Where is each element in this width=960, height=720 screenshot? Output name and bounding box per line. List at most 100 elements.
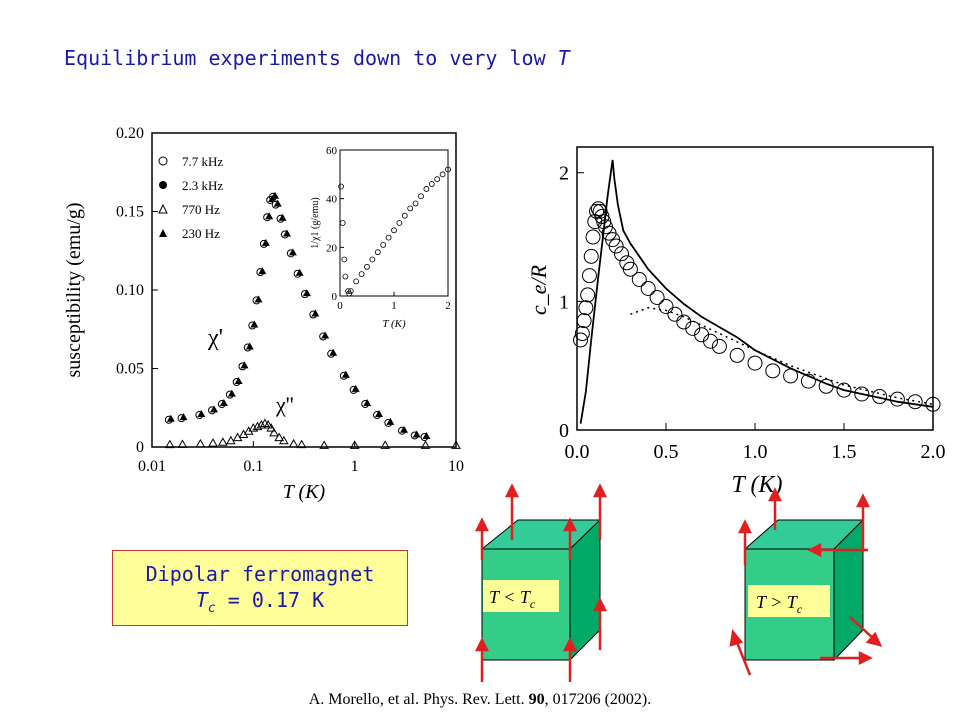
- chart2-frame: [576, 146, 934, 431]
- inset-point: [412, 200, 419, 207]
- data-point: [614, 246, 629, 262]
- inset-x-tick-label: 1: [391, 300, 397, 312]
- data-point: [729, 347, 745, 363]
- inset-point: [374, 249, 381, 256]
- data-point: [711, 338, 727, 354]
- inset-point: [423, 186, 430, 192]
- data-point: [400, 425, 409, 433]
- data-point: [269, 427, 279, 437]
- legend-entry: 7.7 kHz: [182, 154, 223, 169]
- data-point: [261, 238, 270, 246]
- data-point: [590, 201, 606, 217]
- data-point: [386, 417, 395, 425]
- data-point: [240, 361, 249, 369]
- data-point: [295, 268, 304, 276]
- inset-y-tick-label: 40: [326, 194, 338, 206]
- data-point: [640, 281, 656, 296]
- data-point: [254, 295, 263, 303]
- inset-point: [445, 166, 451, 173]
- data-point: [622, 261, 638, 277]
- data-point: [420, 440, 431, 449]
- x-tick-label: 10: [448, 458, 464, 475]
- data-point: [234, 377, 243, 385]
- data-point: [907, 394, 923, 410]
- data-point: [412, 430, 421, 438]
- inset-x-tick-label: 2: [445, 300, 451, 312]
- data-point: [422, 432, 431, 440]
- cube2-label: T > Tc: [756, 592, 803, 616]
- x-tick-label: 0.5: [654, 441, 679, 463]
- data-point: [258, 267, 267, 275]
- info-line2: Tc = 0.17 K: [195, 588, 325, 616]
- inset-point: [353, 278, 360, 285]
- inset-point: [391, 227, 397, 234]
- data-point: [278, 435, 289, 445]
- data-point: [210, 405, 219, 413]
- data-point: [164, 439, 175, 449]
- data-point: [631, 271, 647, 287]
- data-point: [608, 238, 624, 254]
- data-point: [252, 421, 263, 431]
- data-point: [296, 439, 307, 449]
- data-point: [282, 229, 291, 237]
- legend-entry: 770 Hz: [182, 202, 220, 217]
- inset-point: [342, 273, 349, 280]
- inset-frame: [339, 149, 449, 297]
- data-point: [245, 342, 254, 350]
- data-point: [341, 370, 350, 378]
- y-tick-label: 0.10: [116, 282, 144, 299]
- inset-y-tick-label: 20: [326, 242, 338, 254]
- data-point: [225, 435, 236, 445]
- data-point: [166, 414, 175, 422]
- data-point: [263, 420, 274, 429]
- data-point: [589, 203, 605, 219]
- data-point: [658, 299, 674, 315]
- inset-point: [380, 241, 387, 248]
- inset-point: [358, 271, 365, 278]
- y-tick-label: 1: [559, 291, 569, 313]
- data-point: [685, 320, 701, 336]
- cube1-spin-arrows: [474, 483, 608, 682]
- legend-entry: 2.3 kHz: [182, 178, 223, 193]
- y-tick-label: 0.20: [116, 125, 144, 142]
- inset-point: [341, 256, 348, 263]
- data-point: [288, 438, 299, 448]
- y-tick-label: 0: [136, 439, 144, 456]
- y-tick-label: 0: [559, 420, 569, 442]
- x-tick-label: 0.1: [243, 458, 263, 475]
- data-point: [273, 199, 282, 207]
- y-tick-label: 0.05: [116, 361, 144, 378]
- data-point: [250, 320, 259, 328]
- chart2-ylabel: c_e/R: [526, 264, 551, 315]
- info-line1: Dipolar ferromagnet: [145, 562, 375, 586]
- inset-point: [428, 181, 435, 187]
- data-point: [747, 355, 763, 371]
- cube1-label: T < Tc: [489, 587, 536, 611]
- data-point: [451, 440, 461, 449]
- inset-point: [396, 220, 403, 226]
- data-point: [925, 396, 941, 412]
- data-point: [349, 440, 360, 449]
- x-tick-label: 0.01: [138, 458, 166, 475]
- data-point: [576, 313, 592, 329]
- info-box: Dipolar ferromagnet Tc = 0.17 K: [112, 550, 408, 626]
- x-tick-label: 0.0: [565, 441, 590, 463]
- data-point: [266, 423, 277, 432]
- cube-ordered: T < Tc: [474, 483, 608, 682]
- fit-line: [630, 307, 934, 406]
- data-point: [197, 410, 206, 418]
- slide-title: Equilibrium experiments down to very low…: [64, 46, 570, 70]
- annotation-chi1: χ': [207, 325, 223, 351]
- inset-point: [364, 263, 370, 270]
- x-tick-label: 1: [351, 458, 359, 475]
- legend-entry: 230 Hz: [182, 226, 220, 241]
- inset-xlabel: T (K): [382, 318, 406, 330]
- data-point: [271, 191, 280, 199]
- series-line: [579, 159, 934, 424]
- data-point: [380, 440, 391, 449]
- inset-point: [338, 183, 344, 190]
- inset-point: [347, 288, 354, 295]
